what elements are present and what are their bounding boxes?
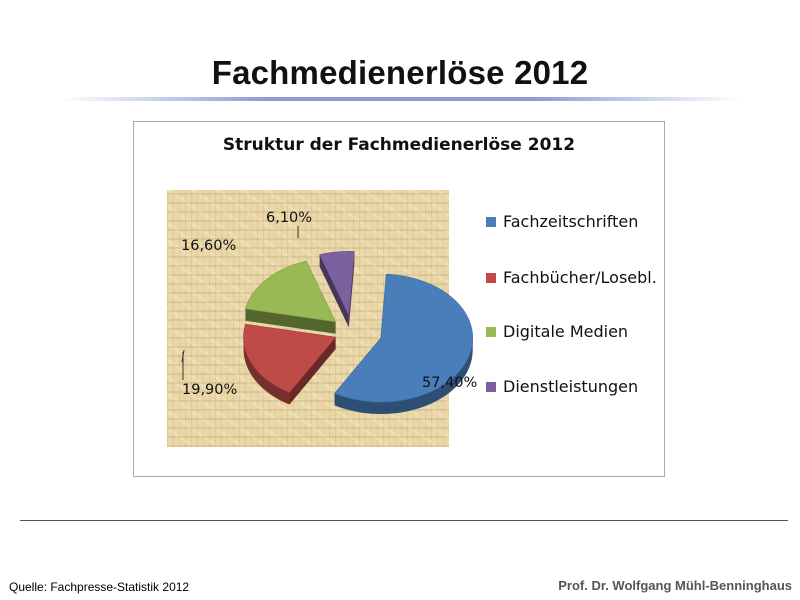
slice-fachbuecher-top [243,323,337,393]
legend-swatch [486,382,496,392]
slice-fachzeitschriften [334,273,473,415]
slide-title: Fachmedienerlöse 2012 [211,54,589,91]
data-label-slice-fachbuecher: 19,90% [182,382,237,398]
slice-digitale-medien-side-wall [245,308,336,334]
data-label-slice-dienstleistungen: 6,10% [266,210,312,226]
slice-digitale-medien [245,260,337,334]
slice-dienstleistungen [319,251,355,328]
data-label-slice-fachzeitschriften: 57,40% [422,375,477,391]
slice-dienstleistungen-side-wall [319,254,349,328]
chart-title: Struktur der Fachmedienerlöse 2012 [222,135,576,155]
legend-swatch [486,217,496,227]
legend-label: Fachbücher/Losebl. [503,268,657,287]
legend-label: Digitale Medien [503,322,629,341]
slice-fachbuecher-side-wall [289,337,336,405]
legend-label: Fachzeitschriften [503,212,639,231]
data-label-slice-digitale-medien: 16,60% [181,238,236,254]
slice-fachbuecher-rim [243,337,290,405]
chart-frame: Struktur der Fachmedienerlöse 2012 57,40… [133,121,665,477]
author-credit: Prof. Dr. Wolfgang Mühl-Benninghaus [558,578,792,593]
legend-label: Dienstleistungen [503,377,639,396]
slice-fachbuecher [243,323,337,405]
legend-swatch [486,327,496,337]
slice-digitale-medien-top [245,260,337,323]
pie-chart: 57,40% 19,90% 16,60% 6,10% [181,210,477,415]
footer-divider [20,520,788,521]
slice-fachzeitschriften-top [334,273,473,403]
slice-fachzeitschriften-rim [334,338,473,415]
title-underline [60,97,740,101]
source-note: Quelle: Fachpresse-Statistik 2012 [9,580,190,594]
slice-dienstleistungen-top [319,251,355,317]
legend-swatch [486,273,496,283]
